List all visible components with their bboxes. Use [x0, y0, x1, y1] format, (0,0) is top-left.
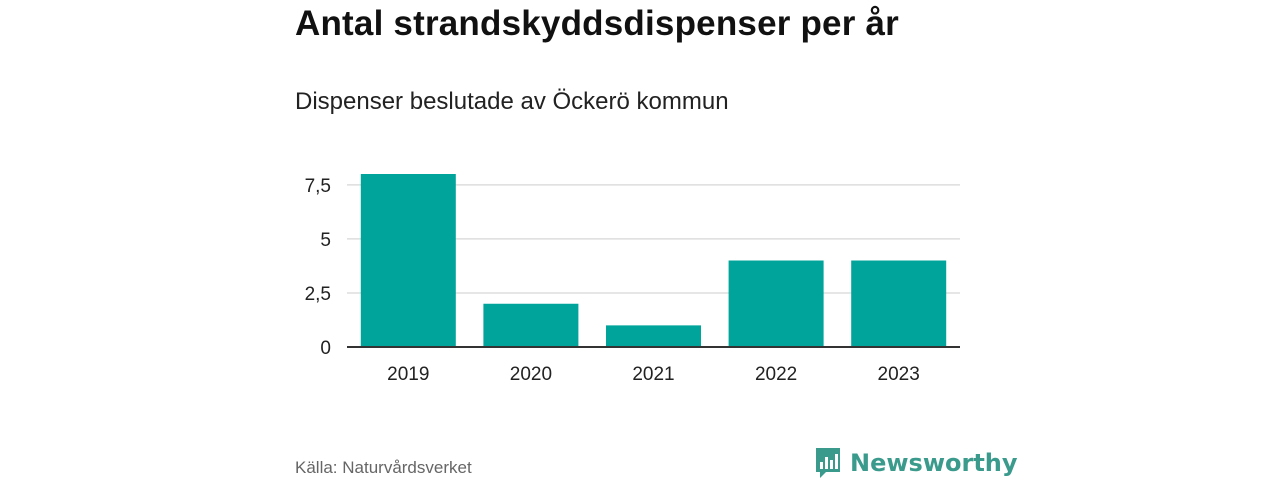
- y-tick-label: 7,5: [305, 176, 331, 197]
- bar: [606, 325, 701, 347]
- x-tick-label: 2020: [510, 364, 552, 385]
- x-tick-label: 2019: [387, 364, 429, 385]
- x-tick-label: 2021: [632, 364, 674, 385]
- y-tick-label: 2,5: [305, 284, 331, 305]
- bar-chart: 0 2,5 5 7,5 2019 2020 2021 2022 2023: [305, 174, 960, 385]
- x-tick-label: 2022: [755, 364, 797, 385]
- bar: [851, 260, 947, 347]
- y-tick-label: 5: [320, 230, 331, 251]
- bar: [483, 303, 579, 347]
- y-tick-label: 0: [320, 338, 331, 359]
- chart-title: Antal strandskyddsdispenser per år: [295, 4, 899, 43]
- brand-name: Newsworthy: [850, 449, 1018, 477]
- chart-subtitle: Dispenser beslutade av Öckerö kommun: [295, 88, 729, 115]
- newsworthy-logo-icon: [816, 448, 840, 478]
- brand: Newsworthy: [814, 446, 1018, 480]
- bar: [728, 260, 824, 347]
- source-note: Källa: Naturvårdsverket: [295, 458, 472, 477]
- bar: [360, 174, 456, 347]
- x-tick-label: 2023: [878, 364, 920, 385]
